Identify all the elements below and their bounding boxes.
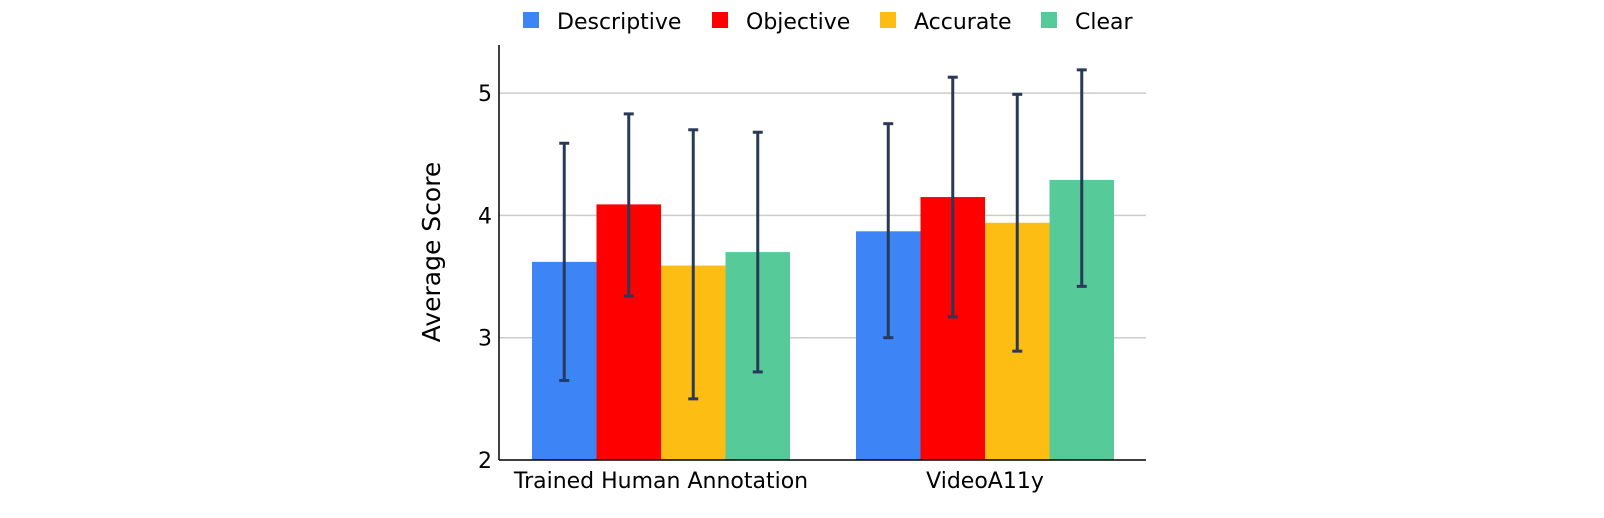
error-bar-clear-videoa11y: [1076, 68, 1087, 288]
error-bar-clear-trained-human-annotation: [752, 130, 763, 374]
x-category-label-trained-human-annotation: Trained Human Annotation: [513, 469, 808, 494]
bars: [532, 179, 1114, 461]
legend-label: Accurate: [914, 10, 1012, 35]
legend-label: Clear: [1075, 10, 1133, 35]
legend-swatch: [1041, 12, 1057, 28]
y-axis-title: Average Score: [417, 162, 446, 343]
error-bar-descriptive-videoa11y: [883, 122, 894, 340]
legend-swatch: [523, 12, 539, 28]
y-tick-labels: 2 3 4 5: [478, 82, 492, 474]
legend-item-clear: Clear: [1041, 10, 1133, 35]
error-bar-objective-trained-human-annotation: [623, 112, 634, 298]
error-bar-descriptive-trained-human-annotation: [559, 141, 570, 383]
axes: [498, 45, 1146, 461]
error-bar-objective-videoa11y: [947, 75, 958, 319]
y-tick-label: 3: [478, 327, 492, 352]
x-category-label-videoa11y: VideoA11y: [926, 469, 1044, 494]
legend-label: Descriptive: [557, 10, 681, 35]
legend-swatch: [880, 12, 896, 28]
error-bar-accurate-videoa11y: [1012, 92, 1023, 353]
error-bar-accurate-trained-human-annotation: [688, 128, 699, 401]
legend-swatch: [712, 12, 728, 28]
legend-item-objective: Objective: [712, 10, 850, 35]
y-tick-label: 2: [478, 449, 492, 474]
legend-item-descriptive: Descriptive: [523, 10, 681, 35]
y-tick-label: 4: [478, 204, 492, 229]
legend: Descriptive Objective Accurate Clear: [523, 10, 1133, 35]
error-bars: [559, 68, 1087, 401]
y-tick-label: 5: [478, 82, 492, 107]
legend-item-accurate: Accurate: [880, 10, 1012, 35]
legend-label: Objective: [746, 10, 850, 35]
x-category-labels: Trained Human Annotation VideoA11y: [513, 469, 1044, 494]
